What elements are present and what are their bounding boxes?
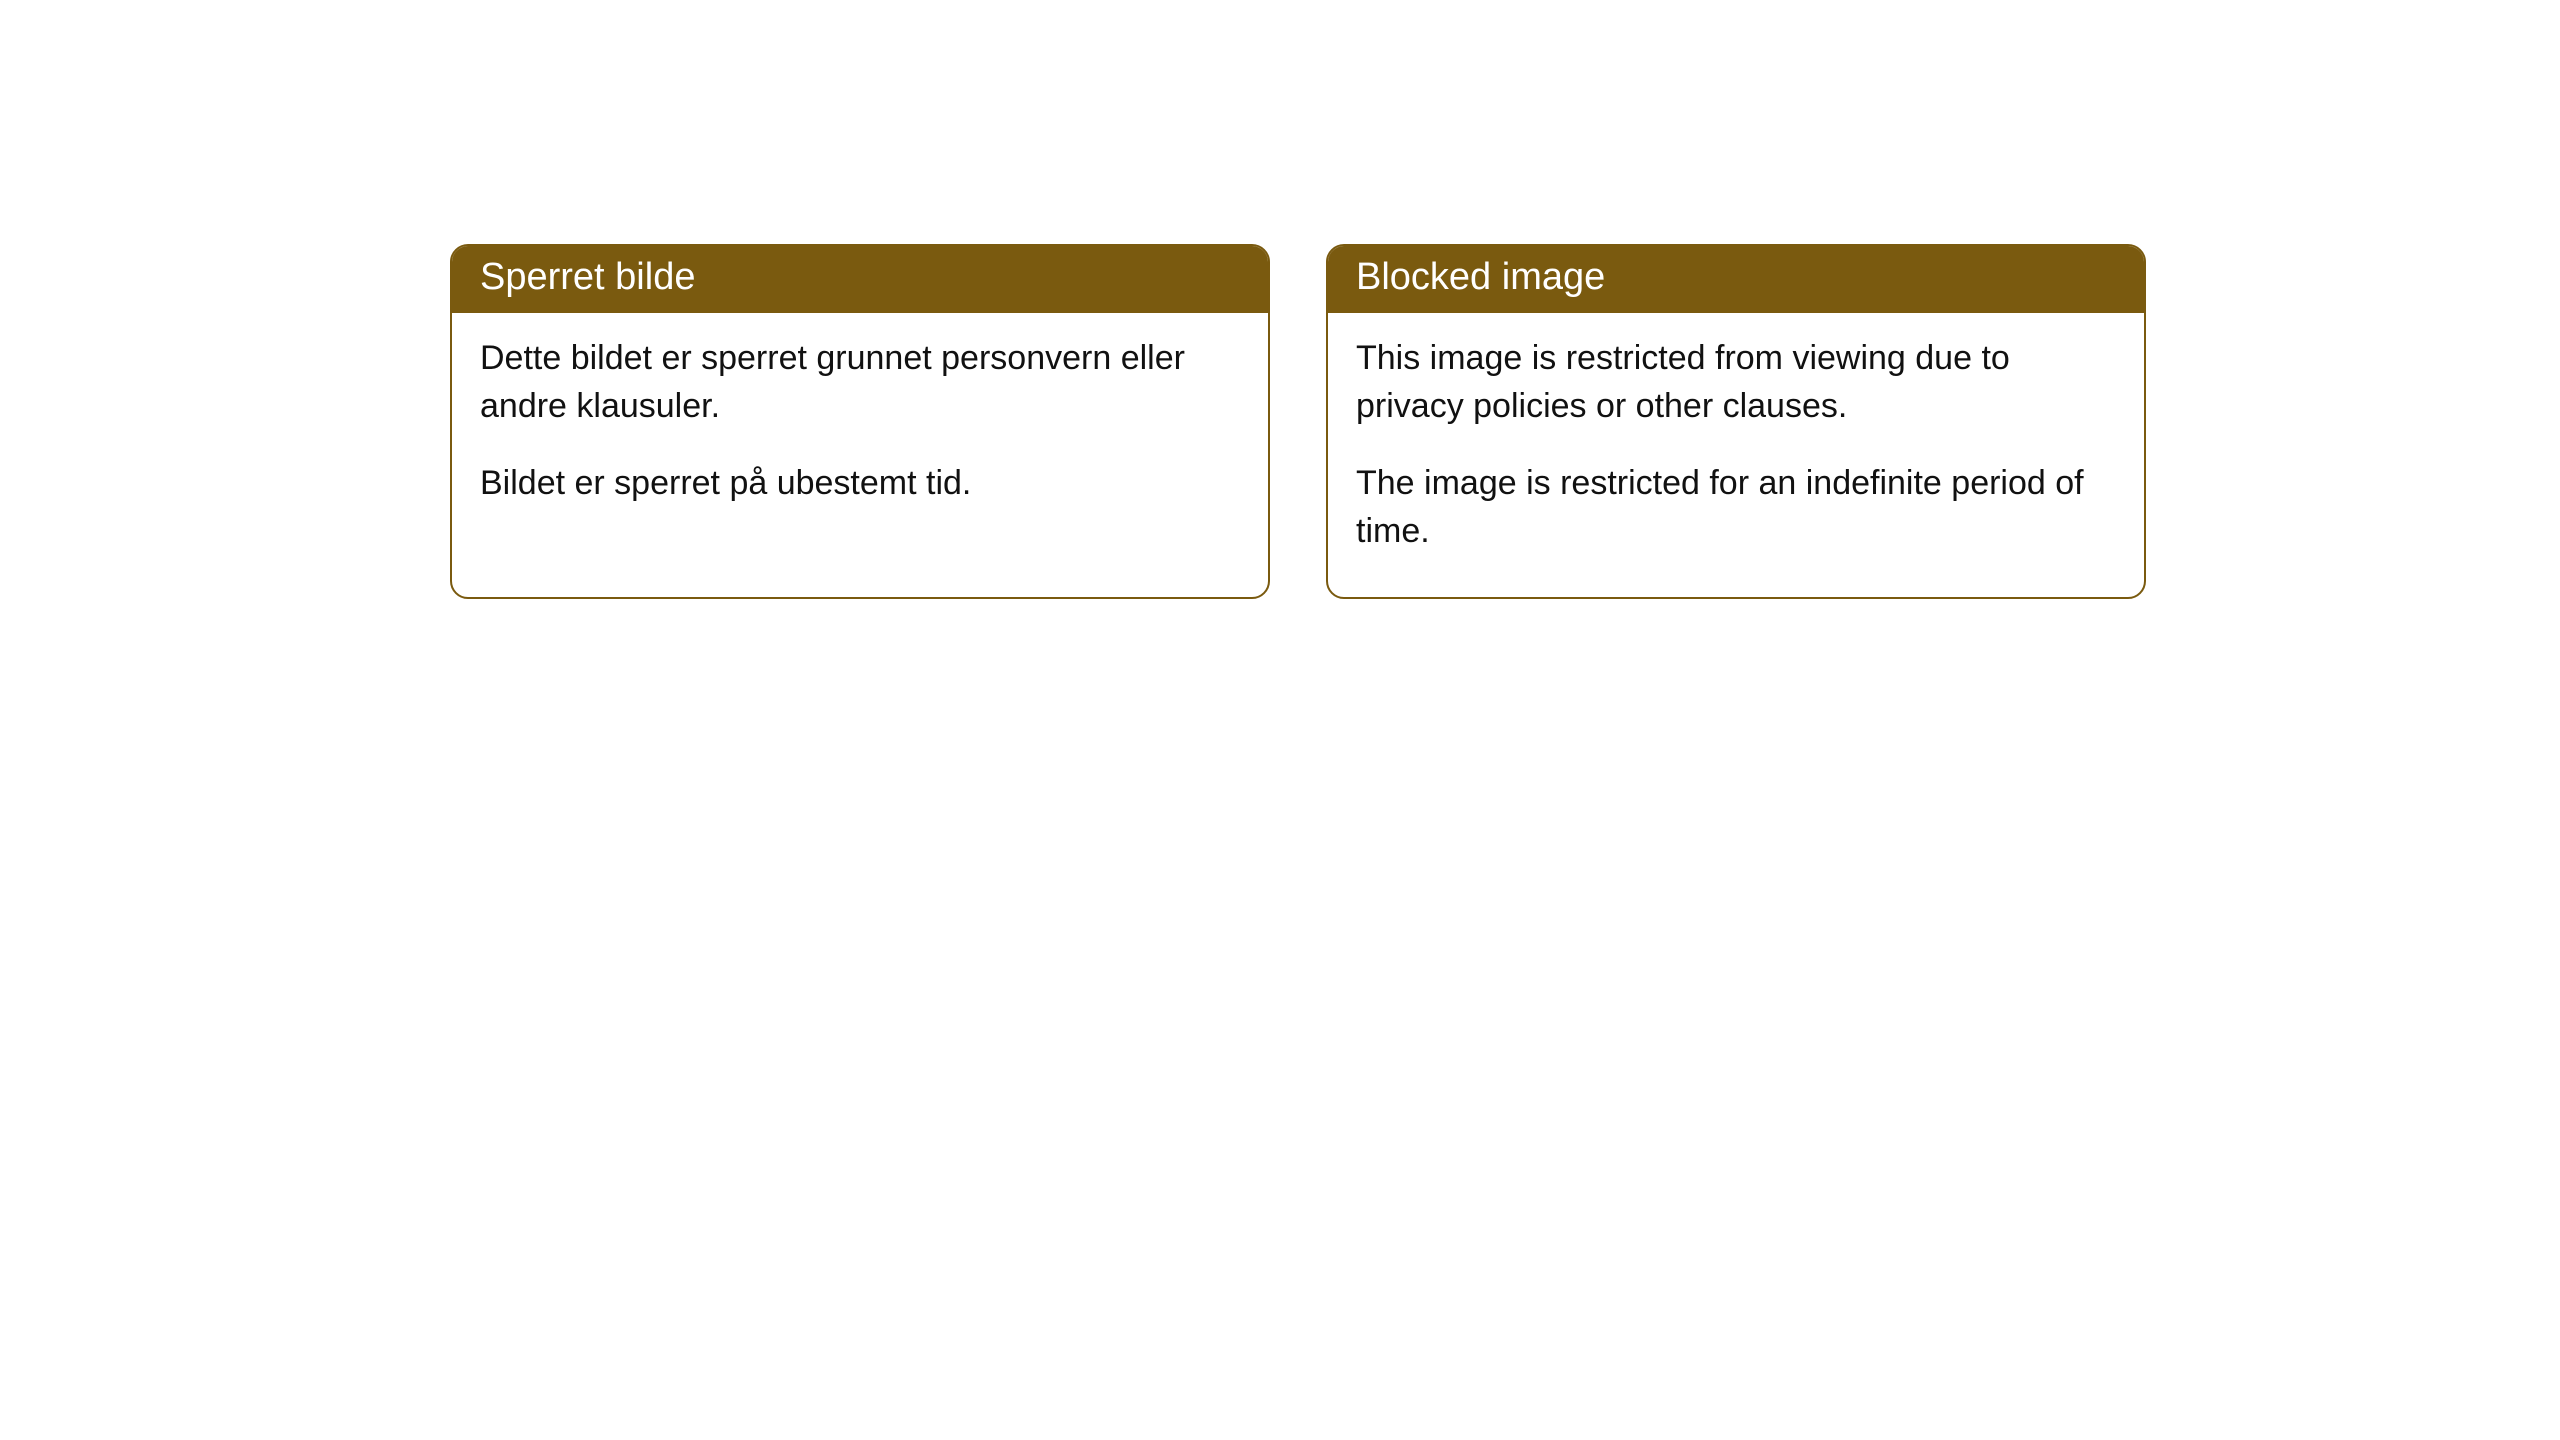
notice-card-norwegian: Sperret bilde Dette bildet er sperret gr… — [450, 244, 1270, 599]
card-paragraph: The image is restricted for an indefinit… — [1356, 460, 2116, 555]
card-body: Dette bildet er sperret grunnet personve… — [452, 313, 1268, 550]
card-header: Sperret bilde — [452, 246, 1268, 313]
card-paragraph: Dette bildet er sperret grunnet personve… — [480, 335, 1240, 430]
card-paragraph: This image is restricted from viewing du… — [1356, 335, 2116, 430]
notice-card-container: Sperret bilde Dette bildet er sperret gr… — [450, 244, 2146, 599]
notice-card-english: Blocked image This image is restricted f… — [1326, 244, 2146, 599]
card-title: Blocked image — [1356, 256, 1605, 298]
card-body: This image is restricted from viewing du… — [1328, 313, 2144, 597]
card-title: Sperret bilde — [480, 256, 695, 298]
card-header: Blocked image — [1328, 246, 2144, 313]
card-paragraph: Bildet er sperret på ubestemt tid. — [480, 460, 1240, 508]
